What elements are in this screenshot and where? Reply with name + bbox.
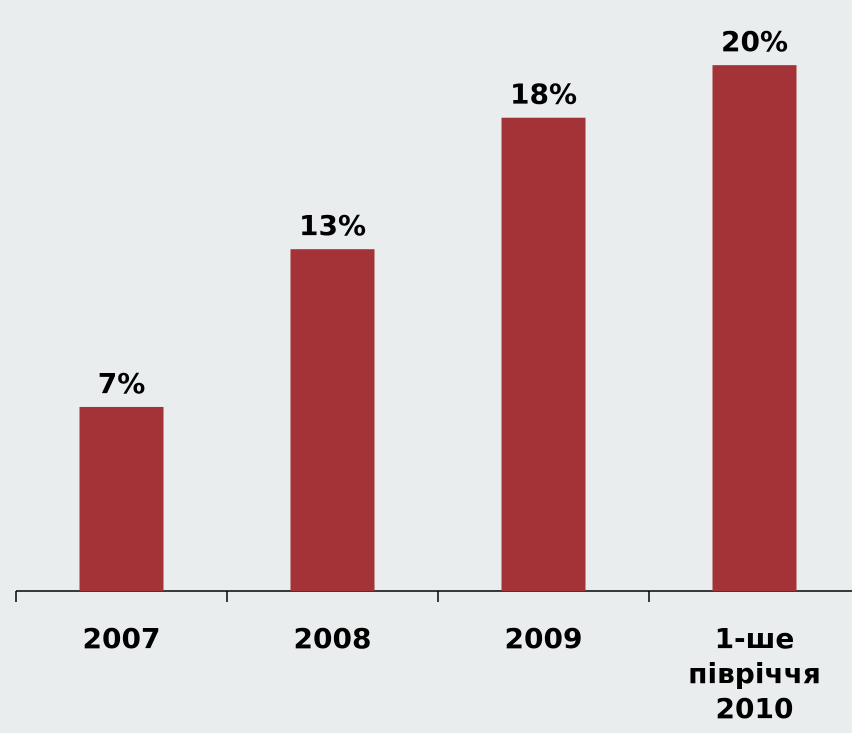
category-label-line: 2007 xyxy=(83,622,161,655)
data-label-1: 13% xyxy=(299,209,366,242)
category-label-line: 2010 xyxy=(716,692,794,725)
category-label-line: 2008 xyxy=(294,622,372,655)
data-label-3: 20% xyxy=(721,25,788,58)
category-label-line: півріччя xyxy=(688,657,821,690)
bar-0 xyxy=(79,406,164,591)
category-label-line: 1-ше xyxy=(715,622,795,655)
bar-1 xyxy=(290,249,375,591)
data-label-0: 7% xyxy=(98,367,146,400)
category-label-0: 2007 xyxy=(83,622,161,655)
category-label-line: 2009 xyxy=(505,622,583,655)
bar-3 xyxy=(712,65,797,591)
category-label-2: 2009 xyxy=(505,622,583,655)
category-label-3: 1-ше півріччя 2010 xyxy=(688,622,821,725)
data-label-2: 18% xyxy=(510,78,577,111)
bar-2 xyxy=(501,117,586,592)
category-label-1: 2008 xyxy=(294,622,372,655)
